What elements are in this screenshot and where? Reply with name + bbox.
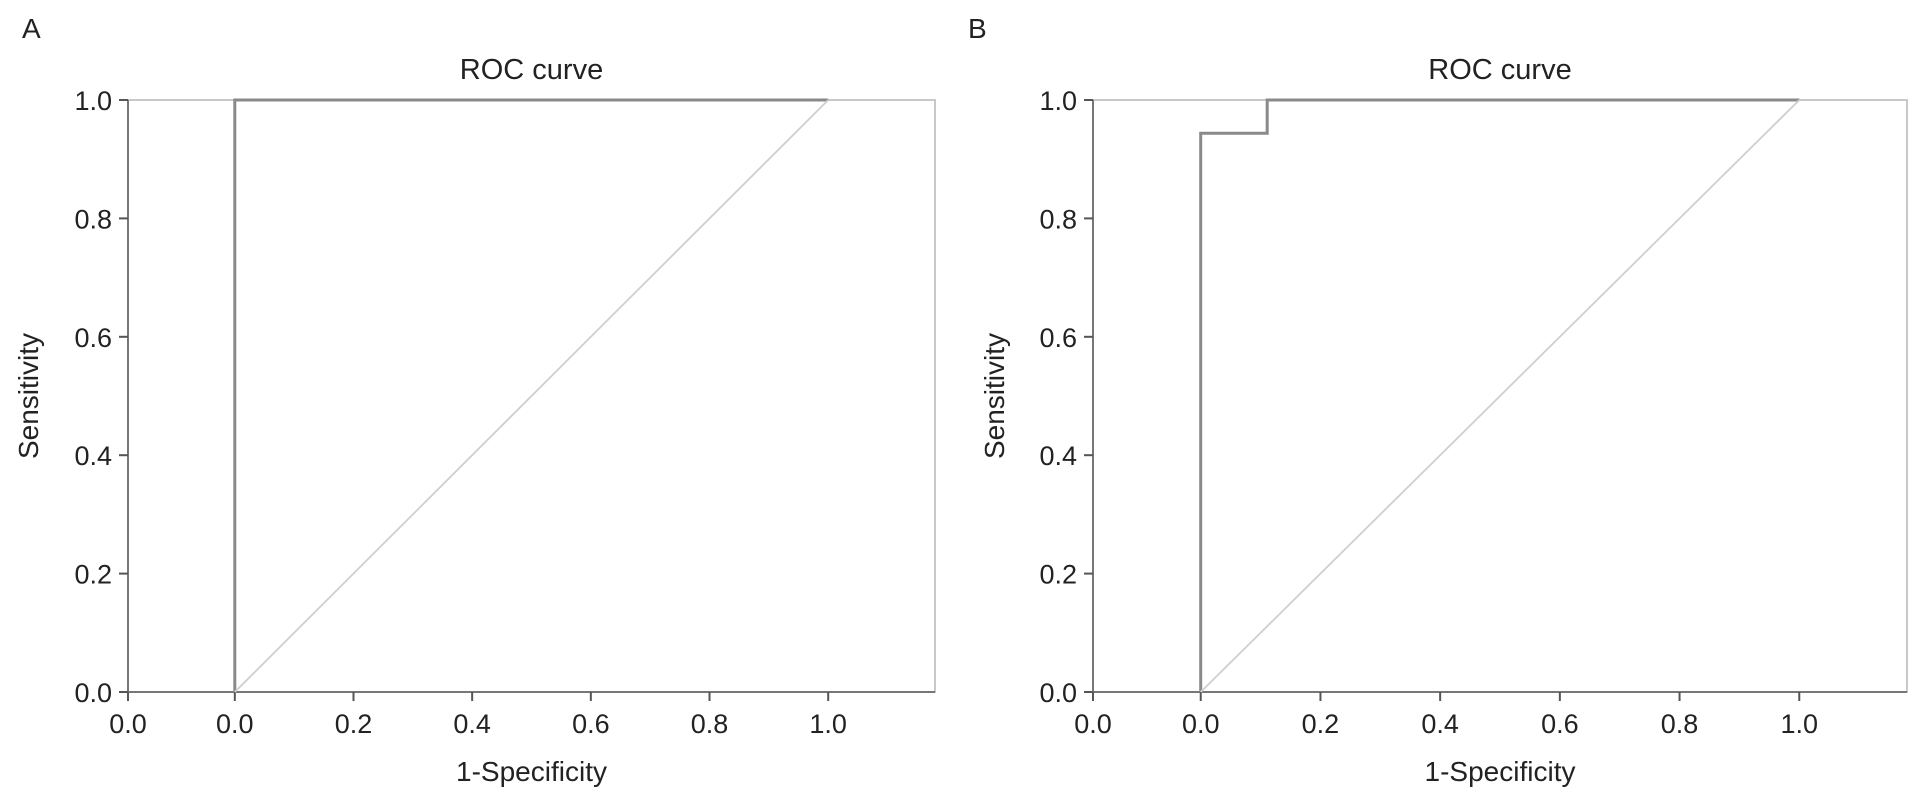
chart-title: ROC curve bbox=[460, 54, 603, 86]
y-tick-label: 0.6 bbox=[74, 323, 112, 353]
x-tick-label: 0.6 bbox=[1541, 709, 1579, 739]
y-tick-label: 0.8 bbox=[1039, 204, 1077, 234]
y-tick-label: 0.4 bbox=[1039, 441, 1077, 471]
roc-curve-line bbox=[233, 98, 829, 692]
y-tick-label: 0.2 bbox=[74, 560, 112, 590]
y-tick-label: 0.0 bbox=[74, 678, 112, 708]
x-tick-label: 0.0 bbox=[109, 709, 147, 739]
x-tick-label: 1.0 bbox=[1780, 709, 1818, 739]
roc-panel-b: 0.00.20.40.60.81.00.0 0.0 0.2 0.4 0.6 0.8 1.0R… bbox=[968, 13, 1908, 787]
x-tick-label: 0.6 bbox=[572, 709, 610, 739]
y-tick-label: 0.6 bbox=[1039, 323, 1077, 353]
y-tick-label: 0.4 bbox=[74, 441, 112, 471]
x-axis-title: 1-Specificity bbox=[456, 756, 607, 787]
reference-diagonal-line bbox=[1200, 99, 1800, 693]
y-tick-label: 1.0 bbox=[74, 86, 112, 116]
x-tick-label: 0.4 bbox=[453, 709, 491, 739]
y-axis-title: Sensitivity bbox=[13, 333, 44, 459]
chart-title: ROC curve bbox=[1428, 54, 1571, 86]
reference-diagonal-line bbox=[234, 99, 829, 693]
panel-label: B bbox=[968, 13, 987, 44]
x-axis-title: 1-Specificity bbox=[1425, 756, 1576, 787]
y-tick-label: 0.0 bbox=[1039, 678, 1077, 708]
y-tick-label: 0.8 bbox=[74, 204, 112, 234]
panel-label: A bbox=[22, 13, 41, 44]
x-tick-label: 0.2 bbox=[335, 709, 373, 739]
x-tick-label: 0.4 bbox=[1421, 709, 1459, 739]
y-tick-label: 1.0 bbox=[1039, 86, 1077, 116]
roc-curve-line bbox=[1199, 98, 1800, 692]
x-tick-label: 0.0 bbox=[1182, 709, 1220, 739]
x-tick-label: 0.8 bbox=[1661, 709, 1699, 739]
x-tick-label: 0.0 bbox=[1074, 709, 1112, 739]
x-tick-label: 1.0 bbox=[809, 709, 847, 739]
x-tick-label: 0.0 bbox=[216, 709, 254, 739]
roc-panel-a: 0.00.20.40.60.81.00.0 0.0 0.2 0.4 0.6 0.8 1.0R… bbox=[13, 13, 936, 787]
y-tick-label: 0.2 bbox=[1039, 560, 1077, 590]
x-tick-label: 0.8 bbox=[691, 709, 729, 739]
y-axis-title: Sensitivity bbox=[979, 333, 1010, 459]
x-tick-label: 0.2 bbox=[1302, 709, 1340, 739]
